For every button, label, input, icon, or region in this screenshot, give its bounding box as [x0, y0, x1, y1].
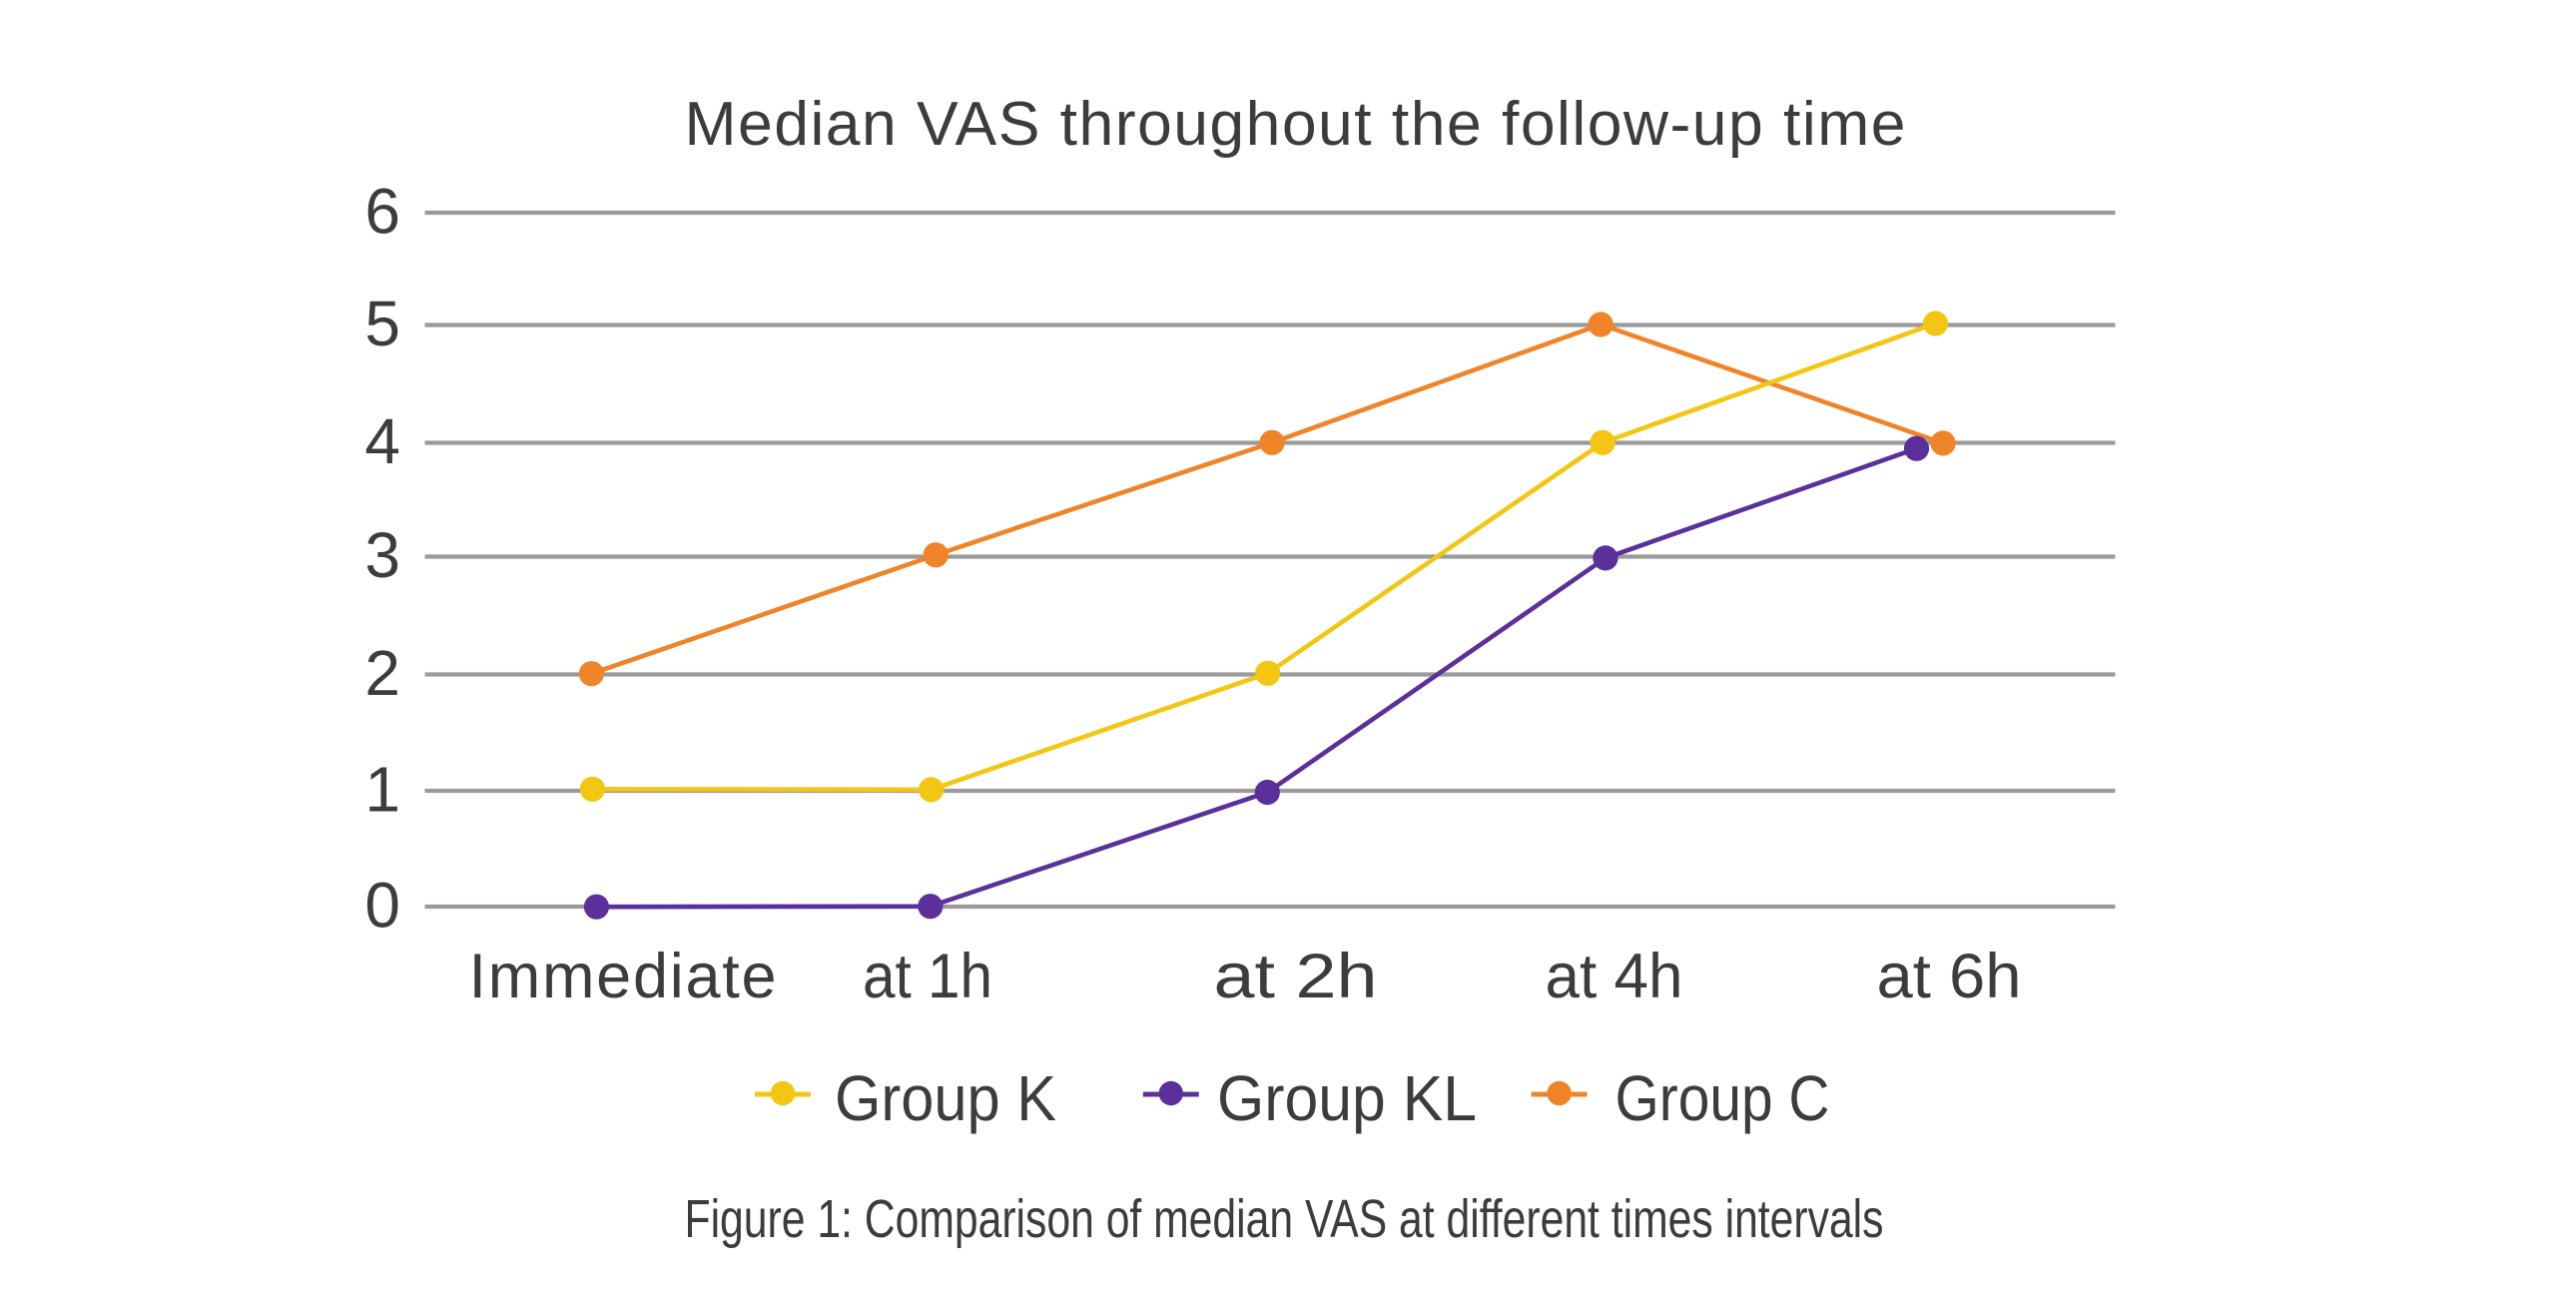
svg-text:at 4h: at 4h — [1546, 942, 1683, 1011]
svg-text:1: 1 — [364, 753, 400, 825]
svg-text:Median VAS throughout the foll: Median VAS throughout the follow-up time — [685, 89, 1906, 159]
svg-text:Group KL: Group KL — [1217, 1062, 1477, 1134]
svg-text:4: 4 — [364, 405, 400, 477]
svg-text:at 6h: at 6h — [1877, 942, 2022, 1011]
svg-text:Immediate: Immediate — [469, 942, 777, 1011]
svg-text:2: 2 — [364, 637, 400, 709]
svg-text:3: 3 — [364, 519, 400, 591]
svg-text:6: 6 — [364, 175, 400, 247]
svg-text:Group C: Group C — [1615, 1062, 1830, 1134]
svg-text:at 2h: at 2h — [1214, 942, 1378, 1011]
svg-text:5: 5 — [364, 288, 400, 359]
svg-text:Group K: Group K — [835, 1062, 1056, 1134]
svg-text:at 1h: at 1h — [863, 942, 992, 1011]
svg-text:0: 0 — [364, 869, 400, 941]
svg-text:Figure 1: Comparison of median: Figure 1: Comparison of median VAS at di… — [685, 1189, 1884, 1249]
